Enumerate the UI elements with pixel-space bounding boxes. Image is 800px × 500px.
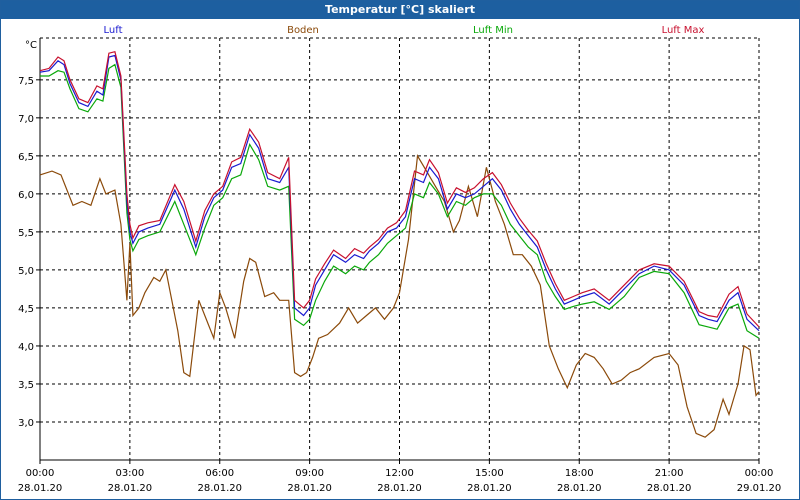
x-axis: 00:00 28.01.20 03:00 28.01.20 06:00 28.01.20 0… xyxy=(18,460,782,494)
y-tick-label: 4,0 xyxy=(18,342,34,353)
x-tick-time: 12:00 xyxy=(385,468,414,479)
x-tick-date: 28.01.20 xyxy=(108,483,153,494)
y-tick-label: 6,5 xyxy=(18,152,34,163)
legend-entry-luft: Luft xyxy=(104,25,123,36)
x-tick-time: 03:00 xyxy=(115,468,144,479)
x-tick-date: 28.01.20 xyxy=(287,483,332,494)
y-tick-label: 3,0 xyxy=(18,418,34,429)
x-tick-date: 28.01.20 xyxy=(467,483,512,494)
x-tick-date: 28.01.20 xyxy=(557,483,602,494)
series-line-luftmax xyxy=(39,50,760,328)
x-tick-time: 18:00 xyxy=(565,468,594,479)
window-title: Temperatur [°C] skaliert xyxy=(1,1,799,19)
y-tick-label: 4,5 xyxy=(18,304,34,315)
x-tick-date: 28.01.20 xyxy=(647,483,692,494)
x-tick-time: 06:00 xyxy=(205,468,234,479)
y-axis-unit: °C xyxy=(25,40,37,51)
legend: Luft Boden Luft Min Luft Max xyxy=(104,25,705,36)
y-tick-label: 5,5 xyxy=(18,228,34,239)
x-tick-time: 15:00 xyxy=(475,468,504,479)
y-tick-label: 6,0 xyxy=(18,190,34,201)
x-tick-date: 28.01.20 xyxy=(18,483,63,494)
x-tick-time: 00:00 xyxy=(745,468,774,479)
x-tick-time: 00:00 xyxy=(26,468,55,479)
y-tick-label: 3,5 xyxy=(18,380,34,391)
x-tick-time: 09:00 xyxy=(295,468,324,479)
y-axis: 3,0 3,5 4,0 4,5 5,0 5,5 6,0 6,5 7,0 7,5 °C xyxy=(18,40,40,429)
grid-lines xyxy=(40,38,759,460)
legend-entry-boden: Boden xyxy=(287,25,319,36)
y-tick-label: 5,0 xyxy=(18,266,34,277)
y-tick-label: 7,5 xyxy=(18,76,34,87)
x-tick-date: 29.01.20 xyxy=(737,483,782,494)
series-line-boden xyxy=(39,154,760,438)
legend-entry-luftmin: Luft Min xyxy=(473,25,513,36)
x-tick-time: 21:00 xyxy=(655,468,684,479)
series-line-luft xyxy=(39,54,760,332)
x-tick-date: 28.01.20 xyxy=(197,483,242,494)
x-tick-date: 28.01.20 xyxy=(377,483,422,494)
y-tick-label: 7,0 xyxy=(18,114,34,125)
legend-entry-luftmax: Luft Max xyxy=(662,25,705,36)
series-line-luftmin xyxy=(40,63,760,339)
series-lines xyxy=(39,50,760,438)
